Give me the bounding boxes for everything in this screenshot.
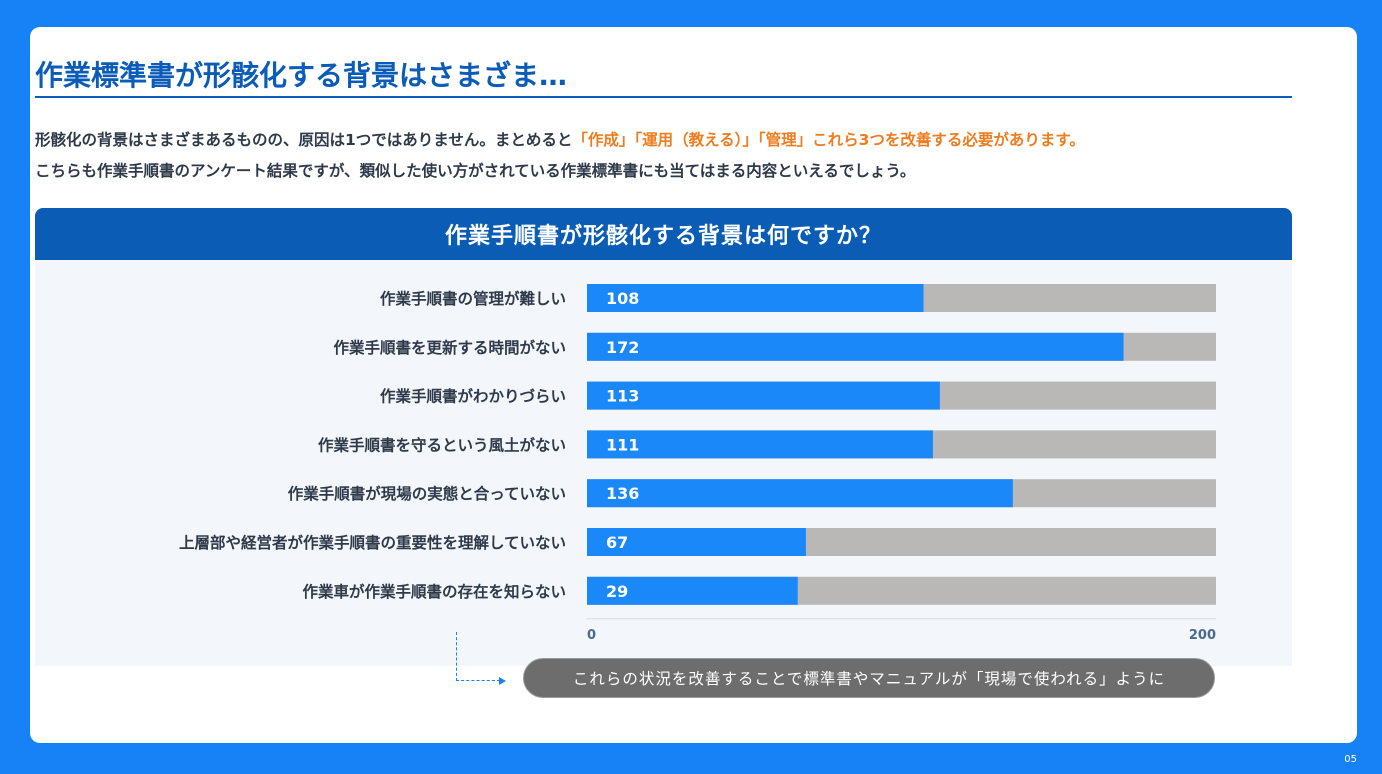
connector-line-vertical — [456, 632, 457, 681]
category-label: 作業車が作業手順書の存在を知らない — [302, 582, 566, 601]
bar-value — [587, 381, 940, 410]
category-label: 作業手順書が現場の実態と合っていない — [288, 484, 566, 503]
arrow-right-icon — [499, 677, 506, 685]
bar-value — [587, 332, 1124, 361]
chart-title: 作業手順書が形骸化する背景は何ですか？ — [35, 208, 1292, 260]
data-label: 172 — [606, 338, 639, 357]
page-title: 作業標準書が形骸化する背景はさまざま… — [35, 59, 568, 92]
category-label: 作業手順書の管理が難しい — [380, 289, 566, 308]
category-label: 作業手順書を更新する時間がない — [333, 338, 566, 357]
data-label: 67 — [606, 533, 628, 552]
data-label: 111 — [606, 435, 639, 454]
page-number: 05 — [1344, 754, 1357, 765]
data-label: 108 — [606, 289, 639, 308]
intro-line-1-highlight: 「作成」「運用（教える）」「管理」これら3つを改善する必要があります。 — [572, 131, 1085, 149]
connector-line-horizontal — [456, 680, 500, 681]
bar-value — [587, 284, 924, 312]
category-label: 作業手順書を守るという風土がない — [318, 435, 566, 454]
bar-value — [587, 576, 798, 605]
chart-panel: 作業手順書の管理が難しい 108 作業手順書を更新する時間がない 172 作業手順書がわ… — [35, 260, 1292, 666]
category-label: 作業手順書がわかりづらい — [380, 387, 566, 406]
bar-value — [587, 528, 806, 556]
intro-line-1-plain: 形骸化の背景はさまざまあるものの、原因は1つではありません。まとめると — [35, 131, 573, 149]
data-label: 136 — [606, 484, 639, 503]
callout-box: これらの状況を改善することで標準書やマニュアルが「現場で使われる」ように — [523, 658, 1215, 698]
intro-line-2: こちらも作業手順書のアンケート結果ですが、類似した使い方がされている作業標準書に… — [35, 162, 916, 180]
data-label: 113 — [606, 387, 639, 406]
x-tick-label: 200 — [1189, 628, 1216, 643]
data-label: 29 — [606, 582, 628, 601]
bar-chart: 作業手順書の管理が難しい 108 作業手順書を更新する時間がない 172 作業手順書がわ… — [179, 284, 1216, 643]
title-divider — [35, 96, 1292, 98]
bar-value — [587, 479, 1013, 508]
x-tick-label: 0 — [587, 628, 596, 643]
category-label: 上層部や経営者が作業手順書の重要性を理解していない — [179, 533, 566, 552]
intro-line-1: 形骸化の背景はさまざまあるものの、原因は1つではありません。まとめると「作成」「… — [35, 125, 1295, 156]
intro-text: 形骸化の背景はさまざまあるものの、原因は1つではありません。まとめると「作成」「… — [35, 125, 1295, 187]
bar-value — [587, 430, 933, 459]
